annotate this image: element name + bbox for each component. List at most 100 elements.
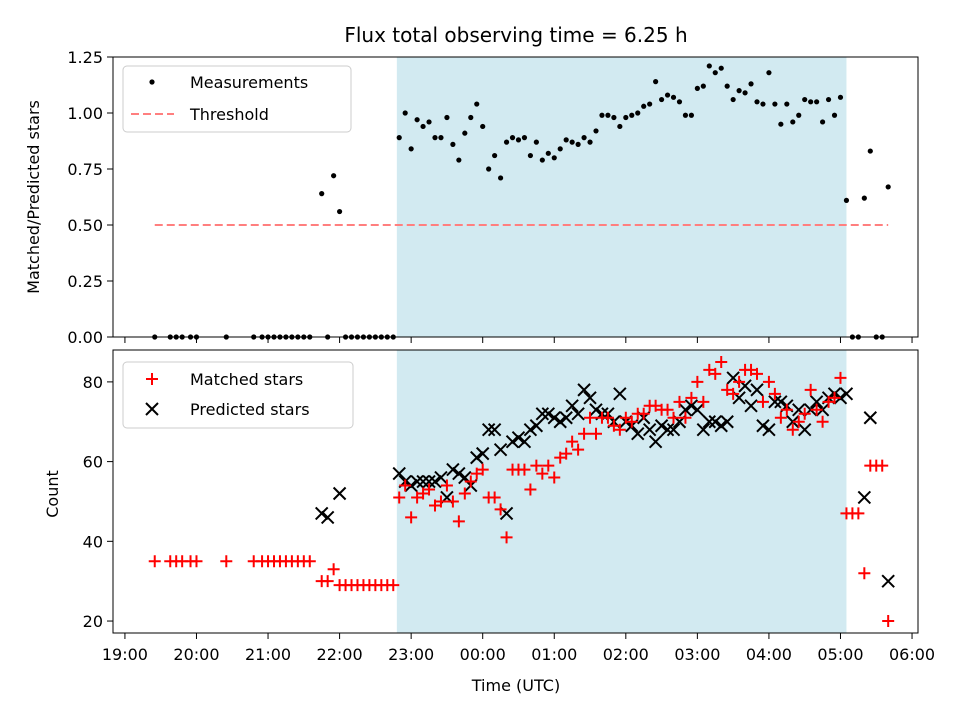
matched-star-point [321,575,334,588]
predicted-star-point [320,510,335,525]
predicted-star-point [452,466,466,481]
measurement-point [426,119,432,125]
measurement-point [617,123,623,130]
predicted-star-point [416,474,430,489]
measurement-point [438,135,444,141]
ratio-y-tick-label: 0.50 [67,216,103,235]
measurement-point [474,101,480,107]
predicted-star-point [678,403,693,417]
measurement-point [867,148,873,154]
matched-star-point [303,555,316,568]
matched-star-point [434,495,447,508]
measurement-point [551,155,557,161]
measurement-point [587,139,593,145]
predicted-star-point [493,442,508,457]
measurement-point [760,101,766,107]
measurement-point [825,96,832,103]
measurement-point [492,152,498,159]
measurement-point [676,99,683,105]
matched-star-point [685,391,698,404]
time-x-tick-label: 03:00 [674,645,720,664]
matched-star-point [715,355,728,368]
matched-star-point [882,615,895,628]
measurement-point [432,135,438,141]
matched-star-point [774,411,787,424]
matched-star-point [405,511,418,524]
predicted-legend-label: Predicted stars [190,400,310,419]
measurement-point [730,96,736,103]
predicted-star-point [714,419,728,433]
predicted-star-point [529,419,544,433]
predicted-star-point [481,423,496,437]
measurement-point [575,141,581,147]
predicted-star-point [487,423,502,437]
matched-star-point [625,415,638,428]
threshold-legend-label: Threshold [189,105,269,124]
matched-star-point [661,403,674,416]
matched-star-point [834,371,847,384]
measurement-point [581,135,587,141]
time-x-tick-label: 06:00 [889,645,935,664]
predicted-star-point [559,411,573,425]
matched-star-point [536,467,549,480]
matched-star-point [762,375,775,388]
matched-star-point [804,383,817,396]
measurement-point [509,135,516,141]
measurement-point [611,114,617,121]
ratio-y-axis: 0.00 0.25 0.50 0.75 1.00 1.25 [67,48,113,347]
predicted-star-point [863,411,878,425]
matched-star-point [530,459,543,472]
measurement-point [468,114,474,121]
measurement-point [521,135,528,141]
x-axis-label: Time (UTC) [471,676,560,695]
predicted-star-point [660,423,675,437]
count-panel: 20 40 60 80 19:00 20:00 21:00 22:00 23:00 00:00 0… [83,349,935,664]
predicted-star-point [511,430,526,445]
measurement-point [658,96,665,103]
matched-stars-points [148,355,895,628]
predicted-legend-marker [145,402,159,416]
measurement-point [635,110,641,116]
predicted-star-point [797,423,812,437]
measurement-point [647,101,653,107]
time-x-tick-label: 04:00 [746,645,792,664]
matched-legend-label: Matched stars [190,370,303,389]
predicted-star-point [631,426,645,441]
measurement-point [331,173,337,179]
matched-star-point [393,491,406,504]
predicted-star-point [648,434,663,449]
matched-star-point [756,395,769,408]
predicted-star-point [571,407,585,421]
ratio-y-tick-label: 0.75 [67,160,103,179]
measurement-point [819,119,826,125]
matched-star-point [440,479,453,492]
predicted-star-point [642,423,657,437]
ratio-y-tick-label: 1.00 [67,104,103,123]
matched-star-point [667,411,680,424]
measurement-point [843,197,850,203]
time-x-tick-label: 01:00 [531,645,577,664]
predicted-star-point [517,434,532,449]
predicted-star-point [857,490,872,505]
matched-star-point [816,415,829,428]
measurement-point [539,157,545,163]
measurement-point [450,141,456,147]
matched-star-point [798,407,811,420]
matched-star-point [828,391,841,404]
count-legend: Matched stars Predicted stars [122,361,354,429]
time-x-tick-label: 22:00 [317,645,363,664]
matched-star-point [613,423,626,436]
time-x-tick-label: 19:00 [102,645,148,664]
time-x-tick-label: 21:00 [245,645,291,664]
measurement-point [754,99,760,105]
predicted-star-point [583,391,597,405]
predicted-star-point [839,387,854,401]
ratio-plot-frame [112,56,919,338]
matched-star-point [780,403,793,416]
matched-star-point [518,463,531,476]
measurement-point [444,114,450,121]
matched-star-point [733,375,746,388]
matched-star-point [387,579,400,592]
matched-star-point [679,411,692,424]
